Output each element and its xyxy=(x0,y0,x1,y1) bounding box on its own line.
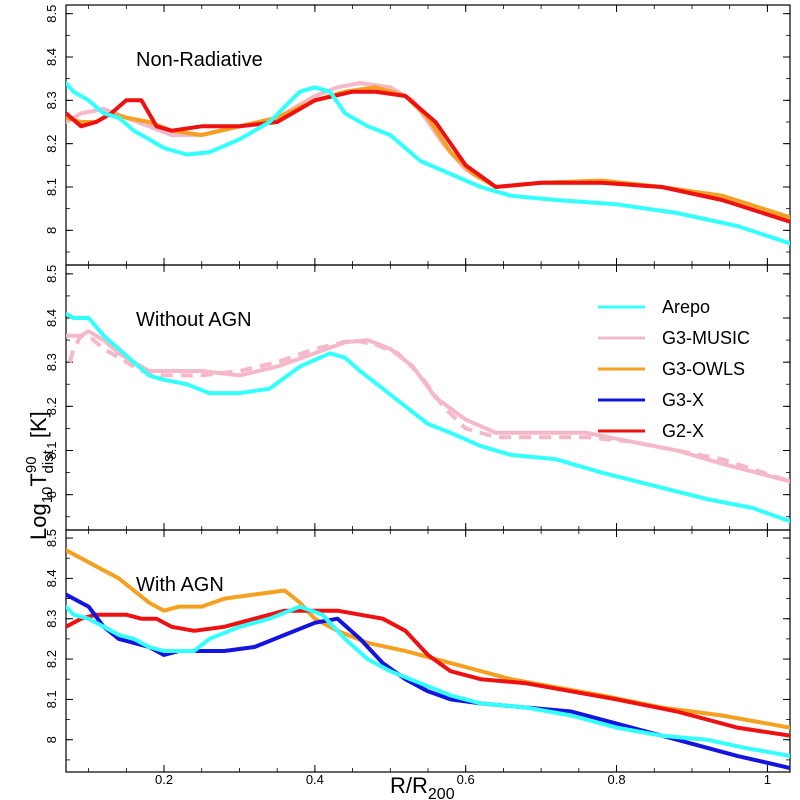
x-tick-label: 0.6 xyxy=(457,772,475,787)
legend: Arepo G3-MUSIC G3-OWLS G3-X G2-X xyxy=(598,297,750,441)
x-axis-label-main: R/R xyxy=(390,773,428,798)
y-axis-label: Log10T90dist [K] xyxy=(23,411,57,540)
x-tick-label: 0.4 xyxy=(306,772,324,787)
y-tick-label: 8.2 xyxy=(44,135,59,153)
series-group xyxy=(66,548,790,770)
y-axis-label-log: Log xyxy=(26,503,51,540)
y-tick-label: 8 xyxy=(44,491,59,498)
x-tick-label: 1 xyxy=(764,772,771,787)
y-tick-label: 8 xyxy=(44,227,59,234)
x-tick-label: 0.8 xyxy=(608,772,626,787)
series-line-arepo xyxy=(66,81,790,246)
panel-title: With AGN xyxy=(136,574,224,596)
y-tick-label: 8.2 xyxy=(44,397,59,415)
y-tick-label: 8.1 xyxy=(44,178,59,196)
series-line-arepo xyxy=(66,311,790,524)
panel-2: 8 8.1 8.2 8.3 8.4 8.5 Without AGN xyxy=(44,264,791,531)
legend-label: G3-MUSIC xyxy=(662,328,750,348)
y-tick-label: 8.4 xyxy=(44,309,59,327)
panel-1: 8 8.1 8.2 8.3 8.4 8.5 Non-Radiative xyxy=(44,4,791,266)
y-axis-label-t: T xyxy=(26,473,51,486)
y-tick-label: 8.1 xyxy=(44,690,59,708)
y-axis-label-sup: 90 xyxy=(23,456,40,473)
x-axis-label: R/R200 xyxy=(390,773,455,800)
legend-label: G3-X xyxy=(662,390,704,410)
legend-label: Arepo xyxy=(662,297,710,317)
y-tick-label: 8.5 xyxy=(44,529,59,547)
series-line-g2-x xyxy=(66,89,790,224)
y-axis-label-unit: [K] xyxy=(26,411,51,438)
x-tick-label: 0.2 xyxy=(155,772,173,787)
x-axis-label-sub: 200 xyxy=(428,786,455,800)
y-tick-label: 8.1 xyxy=(44,441,59,459)
series-line-arepo xyxy=(66,604,790,758)
series-group xyxy=(66,311,790,524)
y-tick-label: 8 xyxy=(44,736,59,743)
y-tick-label: 8.5 xyxy=(44,5,59,23)
series-group xyxy=(66,81,790,246)
y-tick-label: 8.3 xyxy=(44,353,59,371)
y-axis-label-subdist: dist xyxy=(40,449,57,473)
series-line-g2-x xyxy=(66,608,790,738)
legend-label: G2-X xyxy=(662,421,704,441)
y-tick-label: 8.4 xyxy=(44,569,59,587)
series-line-g3-x xyxy=(66,592,790,770)
panel-title: Without AGN xyxy=(136,309,252,331)
y-tick-label: 8.2 xyxy=(44,650,59,668)
y-tick-label: 8.5 xyxy=(44,265,59,283)
panel-title: Non-Radiative xyxy=(136,49,263,71)
series-line-g3-music-dashed xyxy=(67,333,790,484)
y-tick-label: 8.4 xyxy=(44,48,59,66)
y-axis-label-sub10: 10 xyxy=(39,487,56,504)
y-tick-label: 8.3 xyxy=(44,610,59,628)
legend-label: G3-OWLS xyxy=(662,359,745,379)
panels: 88.18.28.38.48.5Non-Radiative88.18.28.38… xyxy=(44,4,791,787)
panel-3: 8 8.1 8.2 8.3 8.4 8.5 0.2 0.4 0.6 0.8 1 With AGN xyxy=(44,529,791,787)
y-tick-label: 8.3 xyxy=(44,91,59,109)
svg-text:Log10T90dist[K]: Log10T90dist [K] xyxy=(23,411,57,540)
svg-text:R/R200: R/R200 xyxy=(390,773,455,800)
